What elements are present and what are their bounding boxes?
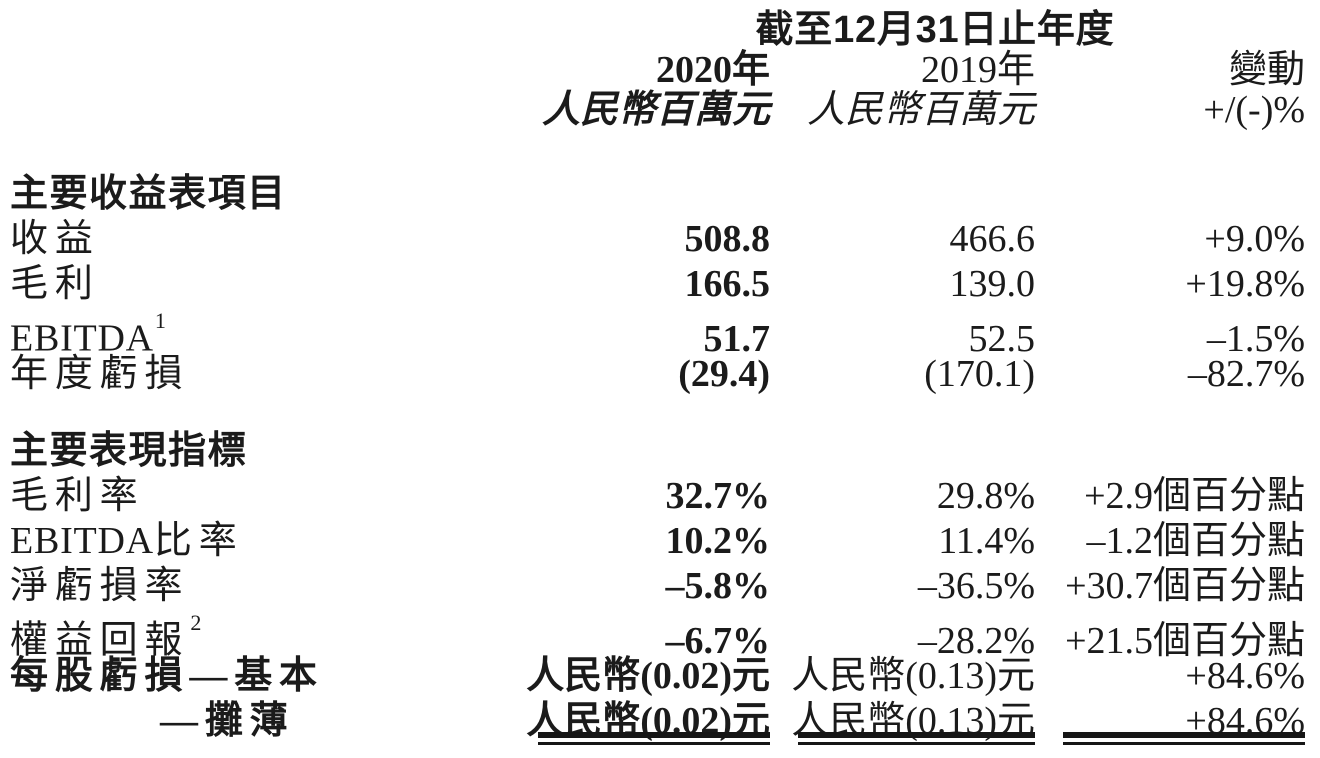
col-header-2020: 2020年 <box>655 49 770 91</box>
value-change: –82.7% <box>1187 353 1305 395</box>
value-2019: –36.5% <box>917 565 1035 607</box>
row-label: 年度虧損 <box>10 352 510 397</box>
section-header-row: 主要表現指標 <box>10 429 1305 474</box>
value-2019: 466.6 <box>949 218 1036 260</box>
period-title: 截至12月31日止年度 <box>755 9 1115 51</box>
double-rule-2020 <box>538 732 770 747</box>
row-label: EBITDA1 <box>10 307 510 362</box>
value-2019: –28.2% <box>917 619 1035 662</box>
table-header-unit-row: 人民幣百萬元 人民幣百萬元 +/(-)% <box>10 90 1305 130</box>
row-label-latin: EBITDA <box>10 520 154 562</box>
row-label: 毛利 <box>10 262 510 307</box>
table-header-title-row: 截至12月31日止年度 <box>10 10 1305 50</box>
row-label-cjk: 年度虧損 <box>10 353 190 395</box>
section-header-income-statement: 主要收益表項目 <box>10 173 287 215</box>
footnote-marker: 1 <box>154 307 166 333</box>
table-row: 每股虧損—基本 人民幣(0.02)元 人民幣(0.13)元 +84.6% <box>10 654 1305 699</box>
value-2020: 32.7% <box>665 475 771 517</box>
row-label: 權益回報2 <box>10 609 510 664</box>
table-header-year-row: 2020年 2019年 變動 <box>10 50 1305 90</box>
row-label-cjk: 權益回報 <box>10 619 190 662</box>
value-change: +9.0% <box>1204 218 1305 260</box>
value-2019: 人民幣(0.13)元 <box>791 655 1035 697</box>
table-row: EBITDA比率 10.2% 11.4% –1.2個百分點 <box>10 519 1305 564</box>
value-2020: 51.7 <box>703 317 771 360</box>
value-2020: 10.2% <box>665 520 771 562</box>
value-2019: (170.1) <box>924 353 1035 395</box>
row-label-cjk: 收益 <box>10 218 100 260</box>
row-label: 淨虧損率 <box>10 564 510 609</box>
col-header-2019: 2019年 <box>920 49 1035 91</box>
value-2019: 29.8% <box>936 475 1035 517</box>
table-row: 毛利 166.5 139.0 +19.8% <box>10 262 1305 307</box>
table-row: 毛利率 32.7% 29.8% +2.9個百分點 <box>10 474 1305 519</box>
value-2019: 52.5 <box>968 317 1036 360</box>
value-2020: 166.5 <box>684 263 771 305</box>
unit-2020: 人民幣百萬元 <box>541 89 770 131</box>
row-label-cjk: 每股虧損—基本 <box>10 655 324 697</box>
row-label-cjk: 比率 <box>153 520 244 562</box>
value-2020: 人民幣(0.02)元 <box>526 655 770 697</box>
value-2020: (29.4) <box>678 353 770 395</box>
row-label: 收益 <box>10 217 510 262</box>
double-rule-change <box>1063 732 1305 747</box>
row-label: 毛利率 <box>10 474 510 519</box>
table-row: EBITDA1 51.7 52.5 –1.5% <box>10 307 1305 360</box>
row-label: EBITDA比率 <box>10 519 510 564</box>
value-change: +30.7個百分點 <box>1065 565 1305 607</box>
row-label-latin: EBITDA <box>10 317 154 360</box>
row-label: —攤薄 <box>10 699 510 744</box>
row-label-cjk: 毛利率 <box>10 475 145 517</box>
row-label-cjk: 淨虧損率 <box>10 565 190 607</box>
table-footer-rules <box>10 732 1305 747</box>
footnote-marker: 2 <box>190 609 202 635</box>
table-row: 收益 508.8 466.6 +9.0% <box>10 217 1305 262</box>
value-2019: 139.0 <box>949 263 1036 305</box>
value-change: +19.8% <box>1185 263 1305 305</box>
col-header-change: 變動 <box>1228 49 1305 91</box>
row-label: 每股虧損—基本 <box>10 654 510 699</box>
value-change: –1.2個百分點 <box>1086 520 1305 562</box>
table-row: 年度虧損 (29.4) (170.1) –82.7% <box>10 352 1305 397</box>
value-2020: –6.7% <box>665 619 771 662</box>
row-label-cjk: 毛利 <box>10 263 100 305</box>
value-change: +21.5個百分點 <box>1065 619 1305 662</box>
value-change: –1.5% <box>1206 317 1305 360</box>
row-label-cjk: —攤薄 <box>160 700 295 742</box>
value-2019: 11.4% <box>938 520 1035 562</box>
value-change: +84.6% <box>1185 655 1305 697</box>
value-2020: –5.8% <box>665 565 771 607</box>
unit-2019: 人民幣百萬元 <box>806 89 1035 131</box>
table-row: 淨虧損率 –5.8% –36.5% +30.7個百分點 <box>10 564 1305 609</box>
value-2020: 508.8 <box>684 218 771 260</box>
section-header-row: 主要收益表項目 <box>10 172 1305 217</box>
table-row: 權益回報2 –6.7% –28.2% +21.5個百分點 <box>10 609 1305 662</box>
section-header-performance: 主要表現指標 <box>10 430 248 472</box>
value-change: +2.9個百分點 <box>1084 475 1305 517</box>
unit-change: +/(-)% <box>1203 89 1305 131</box>
double-rule-2019 <box>798 732 1035 747</box>
